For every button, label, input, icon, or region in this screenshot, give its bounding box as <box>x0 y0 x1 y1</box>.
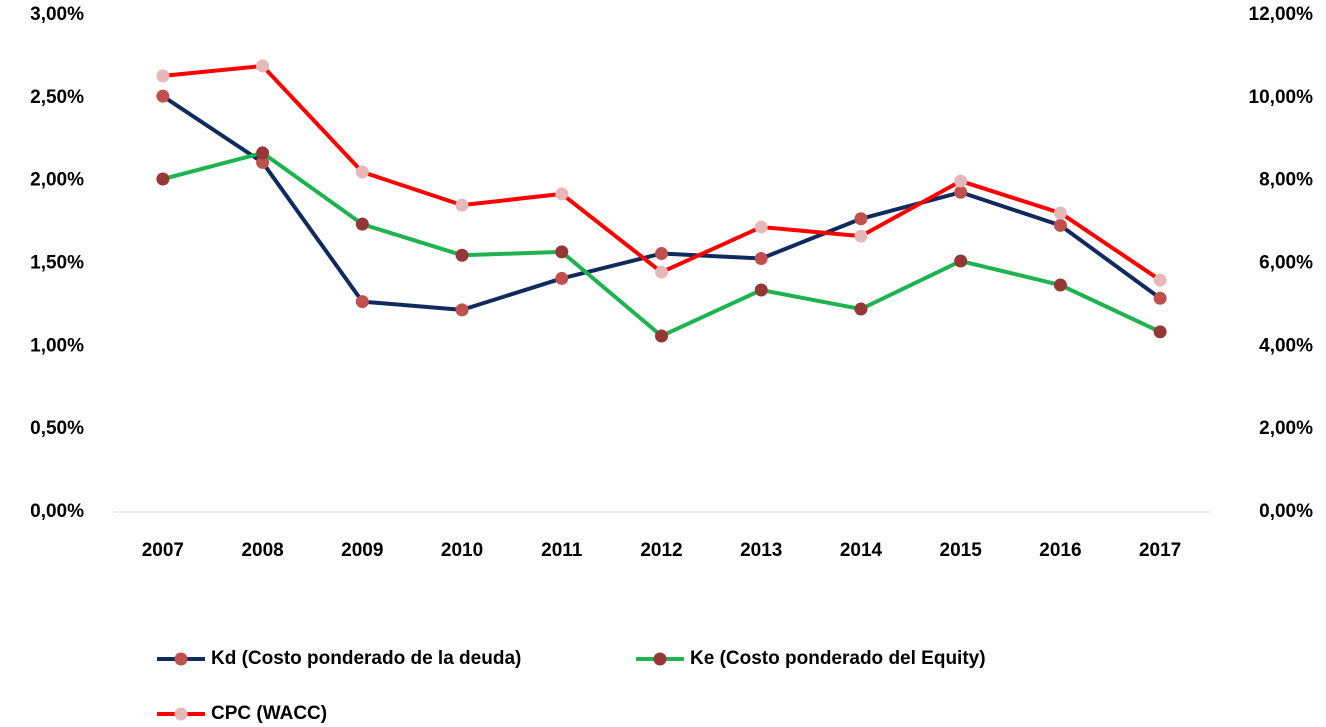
data-point <box>555 271 569 285</box>
data-point <box>455 303 469 317</box>
y2-tick-label: 0,00% <box>1259 501 1313 522</box>
data-point <box>854 229 868 243</box>
data-point <box>455 248 469 262</box>
x-tick-label: 2014 <box>840 540 883 561</box>
y-tick-label: 3,00% <box>30 4 84 25</box>
data-point <box>754 283 768 297</box>
x-tick-label: 2007 <box>142 540 184 561</box>
y-tick-label: 2,00% <box>30 170 84 191</box>
data-point <box>655 247 668 261</box>
legend-label: Kd (Costo ponderado de la deuda) <box>211 648 521 669</box>
y2-tick-label: 8,00% <box>1259 170 1313 191</box>
data-point <box>754 220 768 234</box>
legend-marker <box>174 652 188 666</box>
data-point <box>1153 273 1167 287</box>
data-point <box>954 185 968 199</box>
x-tick-label: 2012 <box>640 540 682 561</box>
data-point <box>355 217 369 231</box>
y-tick-label: 1,50% <box>30 253 84 274</box>
data-point <box>355 165 369 179</box>
x-tick-label: 2010 <box>441 540 483 561</box>
data-point <box>156 89 170 103</box>
x-tick-label: 2016 <box>1039 540 1081 561</box>
data-point <box>754 252 768 266</box>
legend-marker <box>174 707 188 721</box>
data-point <box>1053 278 1067 292</box>
y2-tick-label: 10,00% <box>1249 87 1314 108</box>
y-tick-label: 1,00% <box>30 335 84 356</box>
data-point <box>156 69 170 83</box>
y-tick-label: 0,50% <box>30 418 84 439</box>
data-point <box>954 254 968 268</box>
x-tick-label: 2015 <box>940 540 983 561</box>
legend-label: Ke (Costo ponderado del Equity) <box>690 648 986 669</box>
legend-marker <box>653 652 667 666</box>
data-point <box>256 146 270 160</box>
data-point <box>256 59 270 73</box>
x-tick-label: 2017 <box>1139 540 1181 561</box>
y2-tick-label: 6,00% <box>1259 253 1313 274</box>
data-point <box>655 329 668 343</box>
x-tick-label: 2013 <box>740 540 782 561</box>
data-point <box>854 212 868 226</box>
data-point <box>655 265 668 279</box>
x-tick-label: 2008 <box>241 540 283 561</box>
data-point <box>954 174 968 188</box>
data-point <box>854 302 868 316</box>
y-tick-label: 0,00% <box>30 501 84 522</box>
data-point <box>1053 206 1067 220</box>
data-point <box>156 172 170 186</box>
series-line <box>162 150 1161 338</box>
x-tick-label: 2009 <box>341 540 383 561</box>
data-point <box>256 155 270 169</box>
data-point <box>355 295 369 309</box>
data-point <box>1153 325 1167 339</box>
y2-tick-label: 12,00% <box>1249 4 1314 25</box>
y2-tick-label: 4,00% <box>1259 335 1313 356</box>
data-point <box>1053 218 1067 232</box>
data-point <box>1153 291 1167 305</box>
data-point <box>455 198 469 212</box>
y2-tick-label: 2,00% <box>1259 418 1313 439</box>
data-point <box>555 187 569 201</box>
data-point <box>555 245 569 259</box>
y-tick-label: 2,50% <box>30 87 84 108</box>
legend-label: CPC (WACC) <box>211 703 327 724</box>
x-tick-label: 2011 <box>541 540 583 561</box>
